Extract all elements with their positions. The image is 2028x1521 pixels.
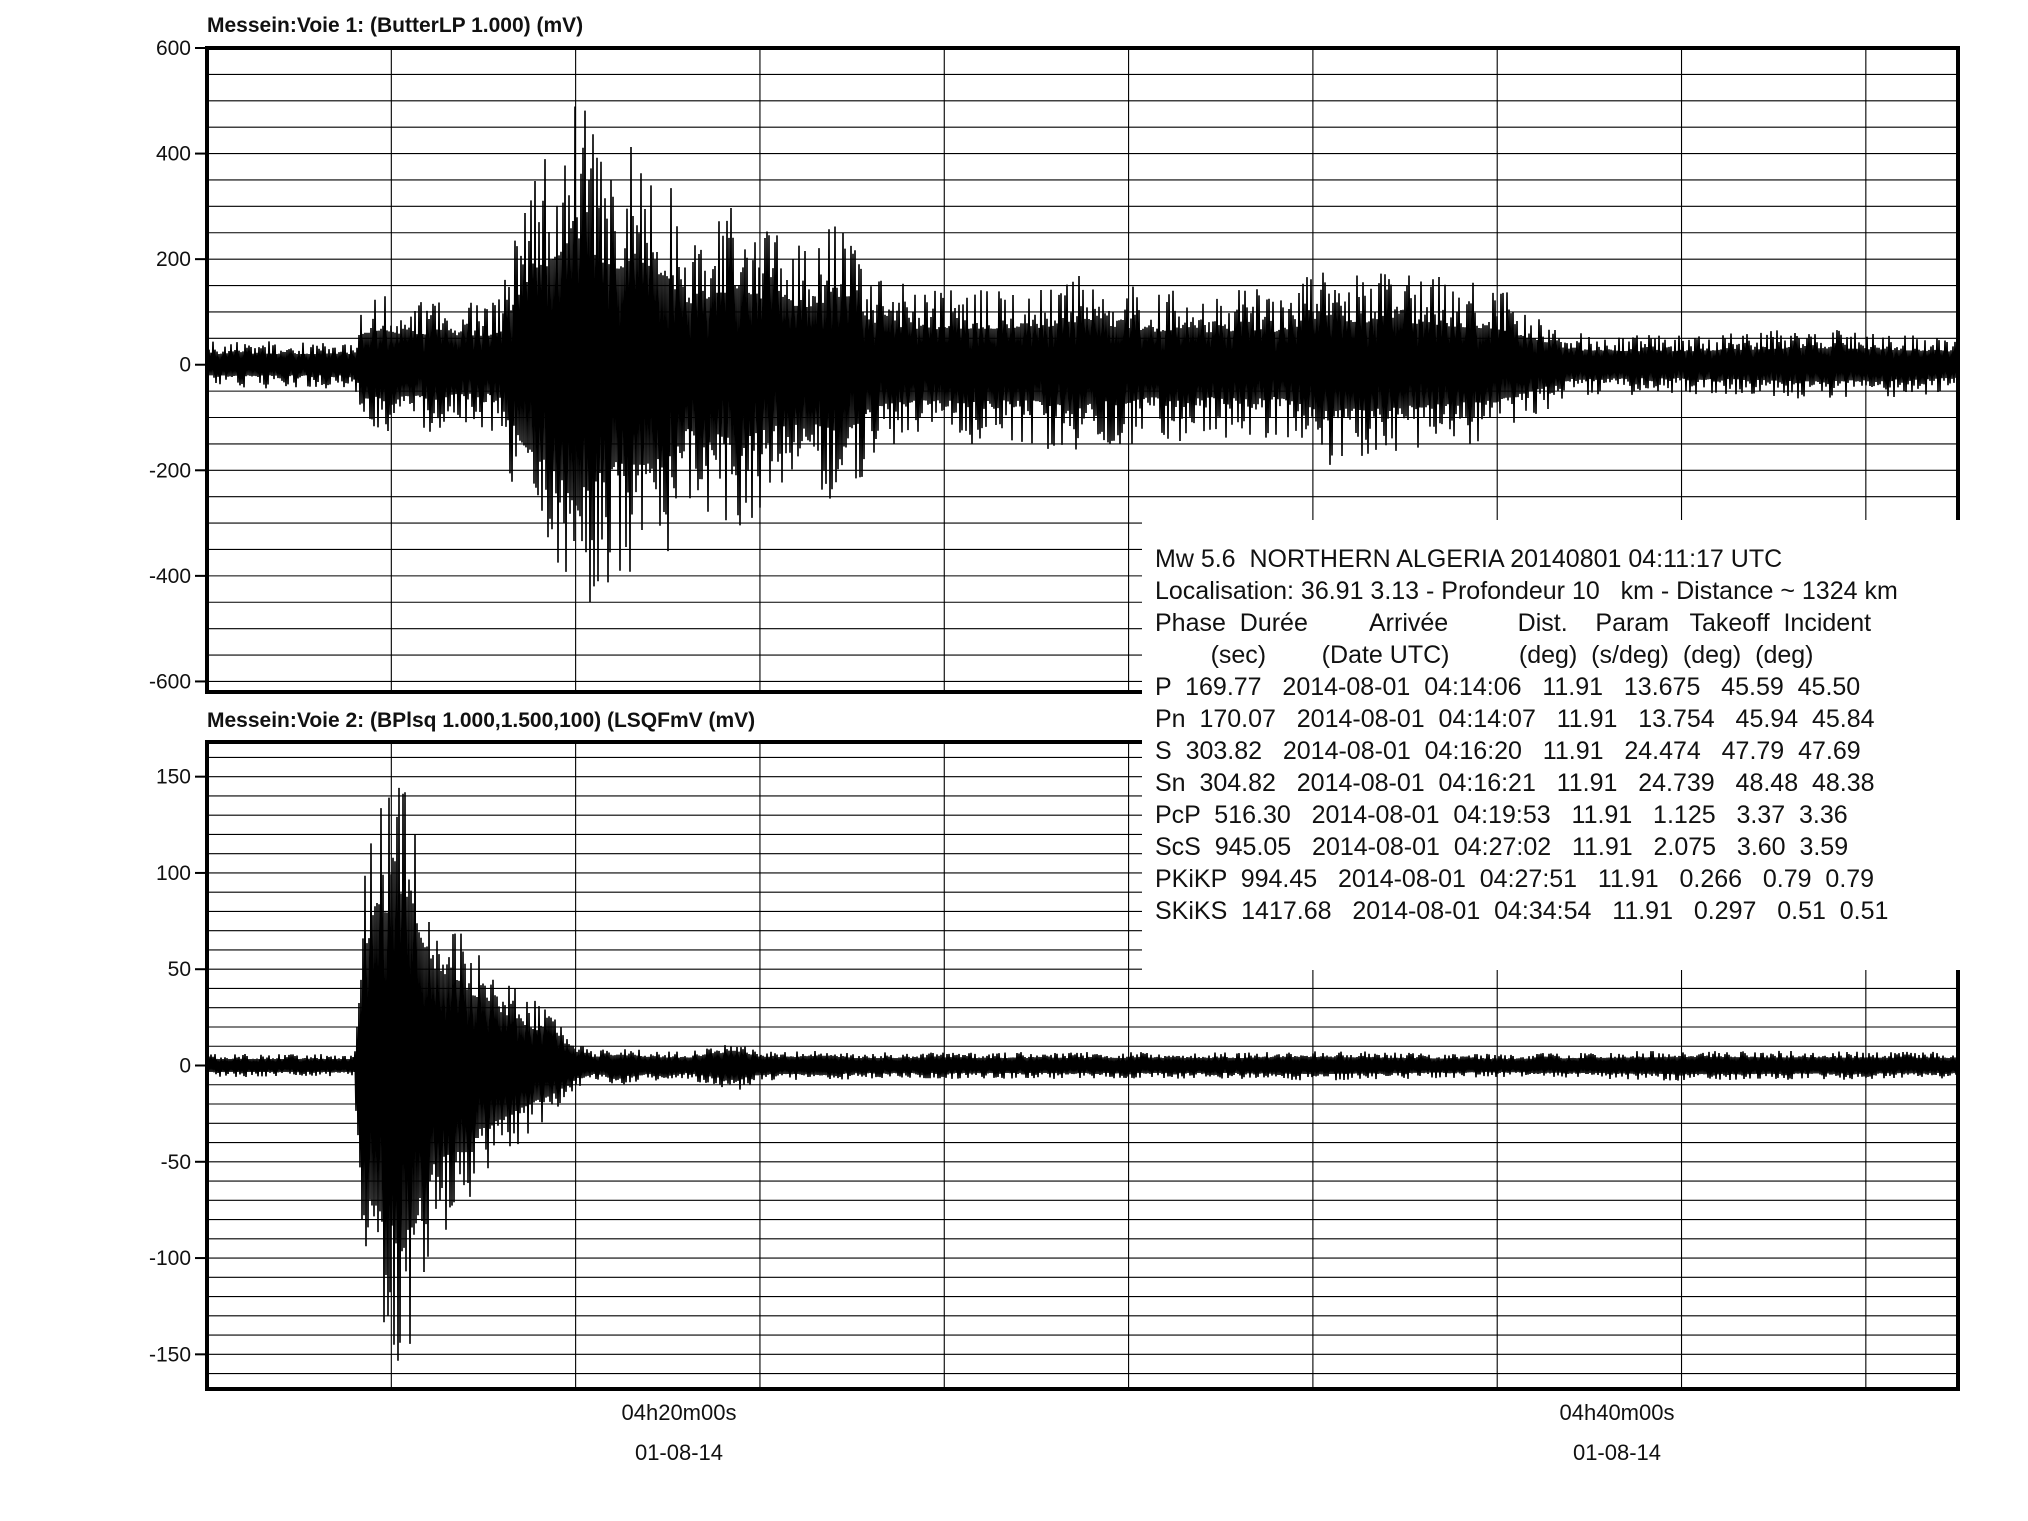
event-info-line: Pn 170.07 2014-08-01 04:14:07 11.91 13.7… [1155, 705, 1875, 733]
event-info-line: Mw 5.6 NORTHERN ALGERIA 20140801 04:11:1… [1155, 545, 1782, 573]
y-tick-label: 150 [156, 766, 191, 789]
channel-2-panel: Messein:Voie 2: (BPlsq 1.000,1.500,100) … [149, 709, 1960, 1391]
channel-2-frame [205, 740, 1960, 1391]
y-tick-label: 0 [179, 354, 191, 377]
y-tick-label: -150 [149, 1343, 191, 1366]
event-info-lines: Mw 5.6 NORTHERN ALGERIA 20140801 04:11:1… [1155, 545, 1898, 925]
event-info-line: PKiKP 994.45 2014-08-01 04:27:51 11.91 0… [1155, 865, 1874, 893]
y-tick-label: -50 [161, 1151, 191, 1174]
date-label-0420: 01-08-14 [635, 1440, 723, 1465]
channel-1-frame [205, 46, 1960, 694]
y-tick-label: 0 [179, 1055, 191, 1078]
date-label-0440: 01-08-14 [1573, 1440, 1661, 1465]
event-info-line: Phase Durée Arrivée Dist. Param Takeoff … [1155, 609, 1871, 637]
event-info-line: P 169.77 2014-08-01 04:14:06 11.91 13.67… [1155, 673, 1860, 701]
y-tick-label: -600 [149, 670, 191, 693]
y-tick-label: -400 [149, 565, 191, 588]
event-info-line: ScS 945.05 2014-08-01 04:27:02 11.91 2.0… [1155, 833, 1848, 861]
event-info-line: S 303.82 2014-08-01 04:16:20 11.91 24.47… [1155, 737, 1861, 765]
channel-1-y-axis: 600 400 200 0 -200 -400 -600 [149, 37, 207, 693]
time-label-0420: 04h20m00s [622, 1400, 737, 1425]
event-info-box: Mw 5.6 NORTHERN ALGERIA 20140801 04:11:1… [1142, 520, 1974, 970]
y-tick-label: -200 [149, 459, 191, 482]
channel-2-y-axis: 150 100 50 0 -50 -100 -150 [149, 766, 207, 1366]
channel-2-title: Messein:Voie 2: (BPlsq 1.000,1.500,100) … [207, 709, 755, 732]
channel-1-title: Messein:Voie 1: (ButterLP 1.000) (mV) [207, 14, 583, 37]
channel-1-panel: Messein:Voie 1: (ButterLP 1.000) (mV) 60… [149, 14, 1960, 694]
event-info-line: SKiKS 1417.68 2014-08-01 04:34:54 11.91 … [1155, 897, 1888, 925]
event-info-line: (sec) (Date UTC) (deg) (s/deg) (deg) (de… [1155, 641, 1814, 669]
time-axis: 04h20m00s 01-08-14 04h40m00s 01-08-14 [622, 1400, 1675, 1465]
y-tick-label: 400 [156, 143, 191, 166]
y-tick-label: 100 [156, 862, 191, 885]
y-tick-label: -100 [149, 1247, 191, 1270]
event-info-line: Localisation: 36.91 3.13 - Profondeur 10… [1155, 577, 1898, 605]
time-label-0440: 04h40m00s [1560, 1400, 1675, 1425]
event-info-background [1142, 520, 1974, 970]
y-tick-label: 200 [156, 248, 191, 271]
event-info-line: Sn 304.82 2014-08-01 04:16:21 11.91 24.7… [1155, 769, 1875, 797]
event-info-line: PcP 516.30 2014-08-01 04:19:53 11.91 1.1… [1155, 801, 1848, 829]
y-tick-label: 600 [156, 37, 191, 60]
channel-2-trace [207, 787, 1958, 1361]
y-tick-label: 50 [168, 958, 191, 981]
channel-1-trace [207, 106, 1958, 603]
